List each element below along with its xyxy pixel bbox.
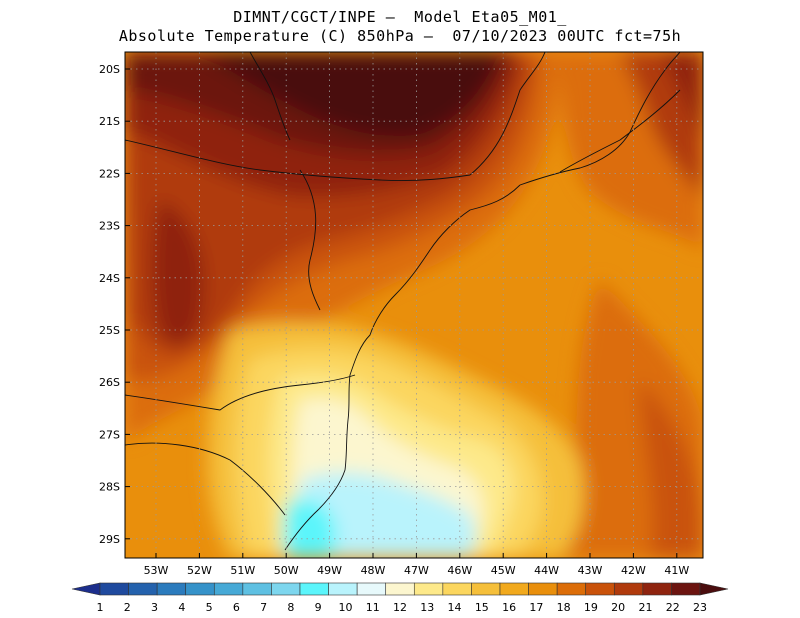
colorbar-segment (157, 583, 186, 595)
colorbar-segment (471, 583, 500, 595)
colorbar-segment (529, 583, 558, 595)
colorbar-label: 7 (260, 601, 267, 614)
colorbar-label: 2 (124, 601, 131, 614)
colorbar-label: 19 (584, 601, 598, 614)
colorbar-label: 4 (178, 601, 185, 614)
colorbar-segment (643, 583, 672, 595)
colorbar-segment (443, 583, 472, 595)
colorbar-label: 11 (366, 601, 380, 614)
colorbar-segment (557, 583, 586, 595)
colorbar-segment (500, 583, 529, 595)
colorbar-segment (243, 583, 272, 595)
colorbar-label: 21 (638, 601, 652, 614)
colorbar-label: 16 (502, 601, 516, 614)
colorbar: 1 2 3 4 5 6 7 8 9 10 11 12 13 14 15 16 17 18 19 20 21 22 23 (0, 0, 800, 618)
colorbar-segment (414, 583, 443, 595)
colorbar-segment (214, 583, 243, 595)
colorbar-segment (271, 583, 300, 595)
colorbar-segment (129, 583, 158, 595)
colorbar-label: 5 (206, 601, 213, 614)
colorbar-segment (329, 583, 358, 595)
colorbar-label: 13 (420, 601, 434, 614)
colorbar-segment (186, 583, 215, 595)
colorbar-label: 20 (611, 601, 625, 614)
colorbar-label: 6 (233, 601, 240, 614)
colorbar-label: 9 (315, 601, 322, 614)
colorbar-label: 22 (666, 601, 680, 614)
colorbar-label: 23 (693, 601, 707, 614)
colorbar-label: 10 (338, 601, 352, 614)
colorbar-segment (386, 583, 415, 595)
colorbar-segment (614, 583, 643, 595)
colorbar-segment (357, 583, 386, 595)
colorbar-segment (671, 583, 700, 595)
colorbar-segment (300, 583, 329, 595)
colorbar-label: 17 (529, 601, 543, 614)
colorbar-label: 1 (97, 601, 104, 614)
colorbar-label: 12 (393, 601, 407, 614)
colorbar-segment (100, 583, 129, 595)
colorbar-lower-triangle (72, 583, 100, 595)
colorbar-label: 3 (151, 601, 158, 614)
colorbar-label: 14 (448, 601, 462, 614)
colorbar-label: 15 (475, 601, 489, 614)
colorbar-upper-triangle (700, 583, 728, 595)
colorbar-segment (586, 583, 615, 595)
colorbar-label: 8 (287, 601, 294, 614)
colorbar-label: 18 (557, 601, 571, 614)
